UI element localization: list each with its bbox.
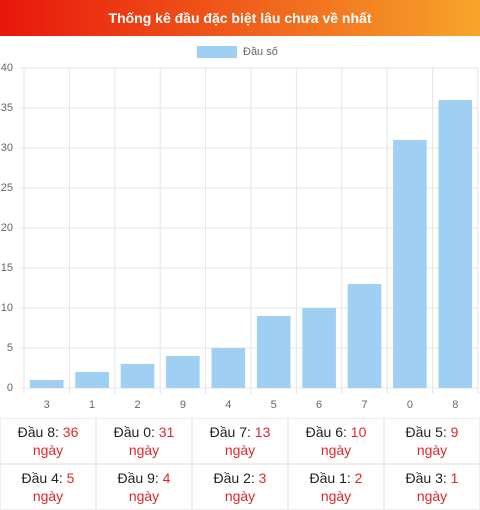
bar — [347, 284, 382, 388]
cell-label: Đầu 7: — [209, 424, 251, 440]
cell-line: Đầu 9: 4 — [118, 469, 171, 487]
cell-value: 36 — [62, 424, 79, 440]
legend-swatch — [197, 46, 237, 58]
cell-label: Đầu 2: — [213, 470, 255, 486]
bar — [29, 380, 64, 388]
legend-label: Đầu số — [243, 46, 278, 58]
x-tick-label: 6 — [316, 399, 322, 411]
table-cell: Đầu 3: 1 ngày — [384, 464, 480, 510]
cell-line: Đầu 2: 3 — [214, 469, 267, 487]
cell-label: Đầu 4: — [21, 470, 63, 486]
cell-value: 1 — [450, 470, 459, 486]
table-cell: Đầu 5: 9 ngày — [384, 418, 480, 464]
cell-value: 5 — [66, 470, 75, 486]
y-tick-label: 5 — [7, 342, 13, 354]
cell-line: Đầu 1: 2 — [310, 469, 363, 487]
cell-unit: ngày — [128, 442, 160, 458]
cell-unit: ngày — [320, 442, 352, 458]
cell-line: Đầu 3: 1 — [406, 469, 459, 487]
bar — [211, 348, 246, 388]
cell-label: Đầu 6: — [305, 424, 347, 440]
cell-label: Đầu 0: — [113, 424, 155, 440]
cell-unit: ngày — [32, 488, 64, 504]
cell-value: 10 — [350, 424, 367, 440]
cell-unit: ngày — [224, 488, 256, 504]
table-cell: Đầu 9: 4 ngày — [96, 464, 192, 510]
cell-unit: ngày — [224, 442, 256, 458]
table-cell: Đầu 7: 13 ngày — [192, 418, 288, 464]
y-tick-label: 30 — [1, 142, 13, 154]
bar — [75, 372, 109, 388]
table-cell: Đầu 1: 2 ngày — [288, 464, 384, 510]
x-tick-label: 0 — [407, 399, 413, 411]
x-tick-label: 3 — [44, 399, 50, 411]
cell-unit: ngày — [32, 442, 64, 458]
bar — [302, 308, 336, 388]
table-cell: Đầu 2: 3 ngày — [192, 464, 288, 510]
bar — [166, 356, 200, 388]
header-title: Thống kê đầu đặc biệt lâu chưa về nhất — [0, 0, 480, 36]
cell-label: Đầu 5: — [405, 424, 447, 440]
x-tick-label: 5 — [271, 399, 277, 411]
cell-value: 4 — [162, 470, 171, 486]
cell-line: Đầu 6: 10 — [306, 423, 367, 441]
x-tick-label: 1 — [89, 399, 95, 411]
x-tick-label: 7 — [361, 399, 367, 411]
y-tick-label: 25 — [1, 182, 13, 194]
bar — [256, 316, 291, 388]
cell-unit: ngày — [320, 488, 352, 504]
cell-line: Đầu 8: 36 — [18, 423, 79, 441]
table-cell: Đầu 4: 5 ngày — [0, 464, 96, 510]
cell-label: Đầu 3: — [405, 470, 447, 486]
cell-value: 3 — [258, 470, 267, 486]
table-cell: Đầu 6: 10 ngày — [288, 418, 384, 464]
y-tick-label: 0 — [7, 382, 13, 394]
x-tick-label: 9 — [180, 399, 186, 411]
y-tick-label: 20 — [1, 222, 13, 234]
cell-unit: ngày — [128, 488, 160, 504]
bar — [438, 100, 473, 388]
table-cell: Đầu 0: 31 ngày — [96, 418, 192, 464]
cell-value: 13 — [254, 424, 271, 440]
cell-value: 31 — [158, 424, 175, 440]
bar — [393, 140, 427, 388]
cell-line: Đầu 5: 9 — [406, 423, 459, 441]
bar — [120, 364, 155, 388]
cell-value: 2 — [354, 470, 363, 486]
cell-line: Đầu 0: 31 — [114, 423, 175, 441]
x-tick-label: 4 — [225, 399, 231, 411]
y-tick-label: 15 — [1, 262, 13, 274]
y-tick-label: 35 — [1, 102, 13, 114]
cell-unit: ngày — [416, 488, 448, 504]
chart: Đầu số 0 5 10 15 20 25 30 35 40 3 1 2 9 4 5 6 7 0 8 — [1, 46, 479, 411]
x-tick-label: 2 — [134, 399, 140, 411]
cell-unit: ngày — [416, 442, 448, 458]
y-tick-label: 40 — [1, 62, 13, 74]
x-tick-label: 8 — [452, 399, 458, 411]
cell-label: Đầu 8: — [17, 424, 59, 440]
cell-line: Đầu 7: 13 — [210, 423, 271, 441]
cell-line: Đầu 4: 5 — [22, 469, 75, 487]
table: Đầu 8: 36 ngày Đầu 0: 31 ngày Đầu 7: 13 ngày Đ… — [0, 418, 480, 510]
y-tick-label: 10 — [1, 302, 13, 314]
table-cell: Đầu 8: 36 ngày — [0, 418, 96, 464]
cell-value: 9 — [450, 424, 459, 440]
cell-label: Đầu 9: — [117, 470, 159, 486]
cell-label: Đầu 1: — [309, 470, 351, 486]
